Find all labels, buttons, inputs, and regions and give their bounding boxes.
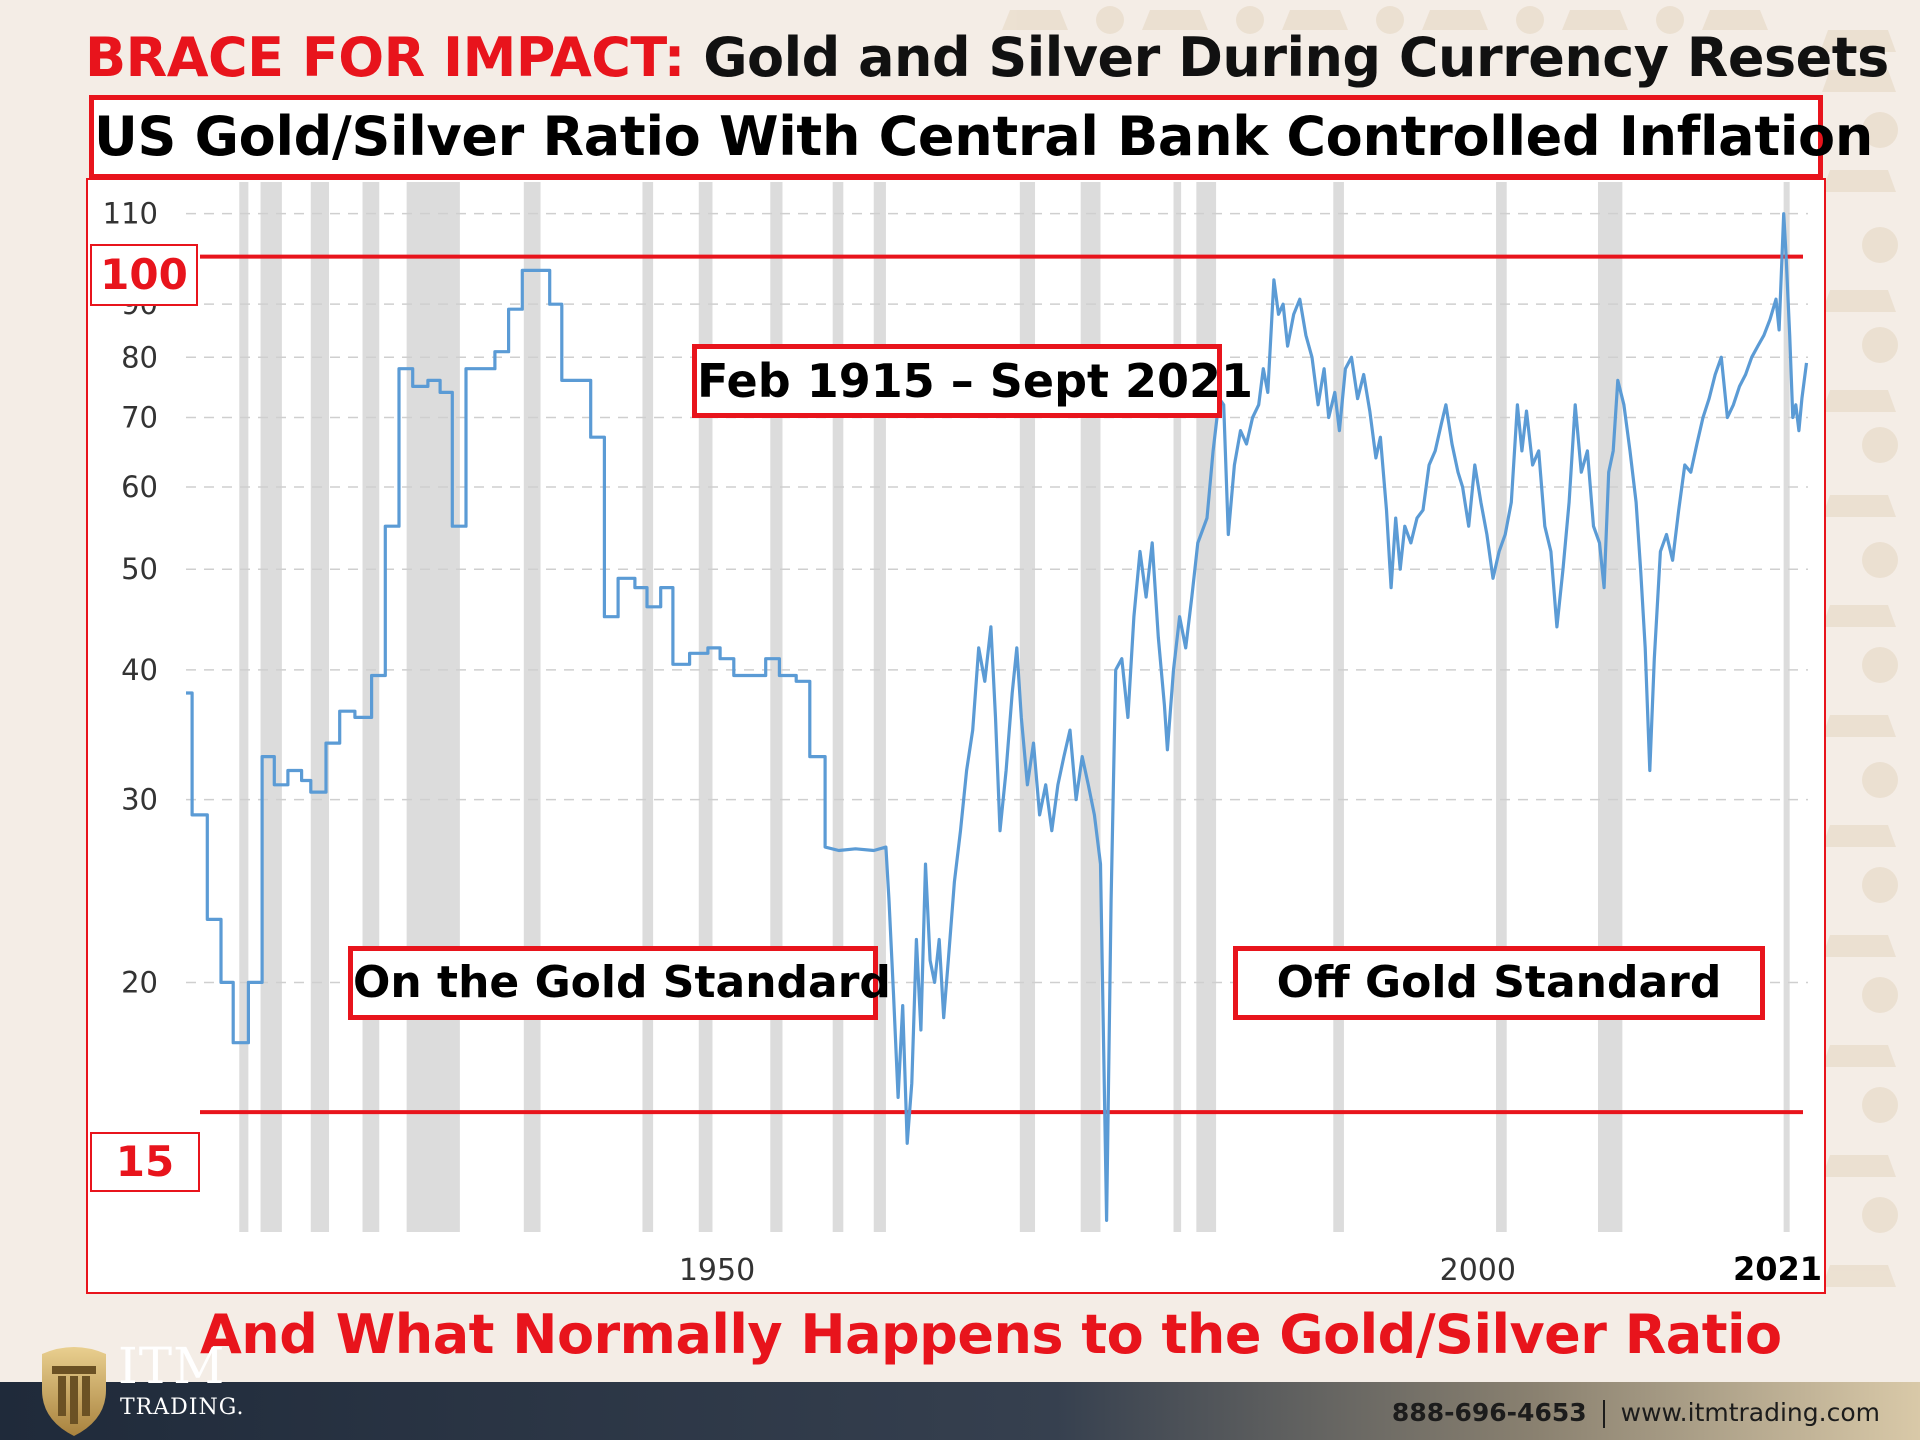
headline-red: BRACE FOR IMPACT: (85, 26, 685, 89)
itm-logo-icon (42, 1347, 106, 1436)
recession-band-0 (239, 182, 249, 1232)
contact-info: 888-696-4653 www.itmtrading.com (1392, 1393, 1880, 1433)
recession-band-4 (406, 182, 460, 1232)
recession-band-17 (1598, 182, 1623, 1232)
y-tick-label-60: 60 (121, 470, 158, 504)
recession-band-11 (1019, 182, 1036, 1232)
y-tick-label-70: 70 (121, 400, 158, 434)
logo-wordmark: ITM (118, 1337, 226, 1395)
recession-bands (239, 182, 1790, 1232)
y-tick-label-30: 30 (121, 783, 158, 817)
recession-band-5 (523, 182, 541, 1232)
y-tick-label-110: 110 (103, 197, 158, 231)
y-tick-label-20: 20 (121, 965, 158, 999)
footer-headline: And What Normally Happens to the Gold/Si… (200, 1303, 1782, 1366)
recession-band-15 (1333, 182, 1344, 1232)
recession-band-2 (310, 182, 330, 1232)
x-tick-labels: 1950 2000 2021 (679, 1250, 1822, 1288)
recession-band-16 (1496, 182, 1507, 1232)
recession-band-13 (1173, 182, 1182, 1232)
recession-band-6 (642, 182, 654, 1232)
phone-number[interactable]: 888-696-4653 (1391, 1398, 1587, 1427)
recession-band-10 (873, 182, 886, 1232)
off-gold-standard-annotation: Off Gold Standard (1233, 946, 1765, 1020)
reference-lines (200, 254, 1803, 1115)
logo-subtext: TRADING. (120, 1395, 245, 1420)
recession-band-8 (770, 182, 783, 1232)
headline: BRACE FOR IMPACT: Gold and Silver During… (85, 22, 1889, 94)
bottom-bar (0, 1382, 1920, 1440)
recession-band-7 (698, 182, 713, 1232)
x-tick-label-2021: 2021 (1733, 1250, 1822, 1288)
recession-band-1 (260, 182, 282, 1232)
website-link[interactable]: www.itmtrading.com (1620, 1398, 1880, 1427)
series-line-0 (186, 212, 1809, 1222)
recession-band-18 (1783, 182, 1790, 1232)
ref-label-100: 100 (90, 244, 198, 306)
y-tick-label-50: 50 (121, 552, 158, 586)
recession-band-9 (832, 182, 844, 1232)
recession-band-12 (1080, 182, 1101, 1232)
y-tick-label-40: 40 (121, 653, 158, 687)
on-gold-standard-annotation: On the Gold Standard (348, 946, 891, 1020)
chart-subtitle: US Gold/Silver Ratio With Central Bank C… (89, 95, 1873, 179)
headline-black: Gold and Silver During Currency Resets (703, 26, 1889, 89)
series-lines (186, 212, 1809, 1222)
y-tick-label-80: 80 (121, 340, 158, 374)
x-tick-label-2000: 2000 (1440, 1253, 1516, 1288)
x-tick-label-1950: 1950 (679, 1253, 755, 1288)
contact-separator (1602, 1400, 1605, 1428)
recession-band-14 (1196, 182, 1217, 1232)
ref-label-15: 15 (90, 1132, 200, 1192)
y-tick-labels: 2030405060708090110 (103, 197, 158, 1000)
period-annotation: Feb 1915 – Sept 2021 (692, 344, 1253, 418)
